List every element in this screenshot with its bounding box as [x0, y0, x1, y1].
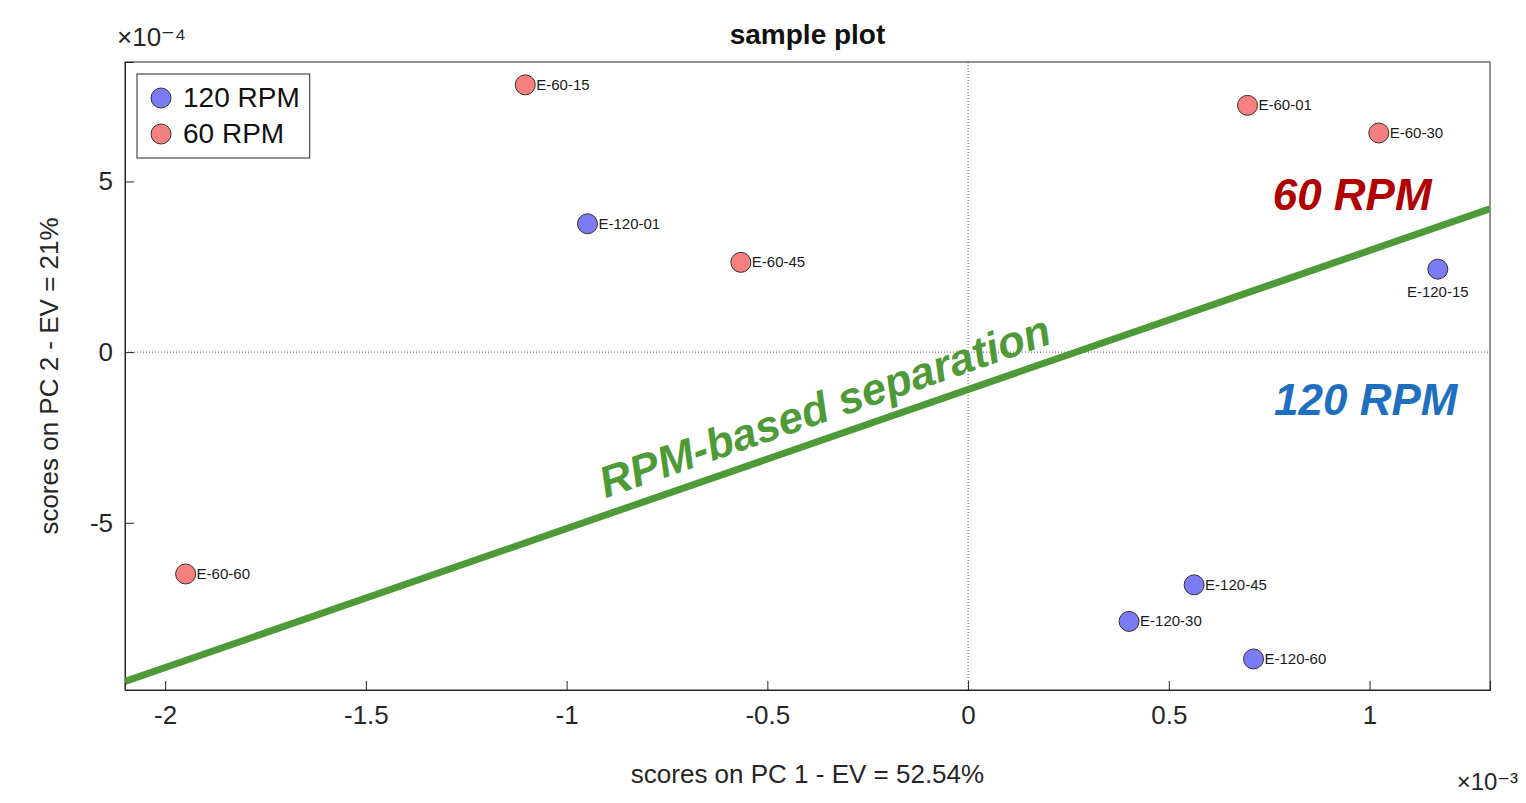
legend-label: 60 RPM	[183, 118, 284, 149]
x-tick: -1	[556, 681, 579, 730]
x-tick-mark	[968, 681, 969, 690]
x-tick-label: 0	[961, 700, 975, 730]
x-tick-label: -1	[556, 700, 579, 730]
y-axis-line	[126, 63, 135, 691]
point-label: E-60-30	[1390, 124, 1443, 141]
point-label: E-120-30	[1140, 612, 1202, 629]
point	[1244, 649, 1264, 669]
x-tick-label: 0.5	[1151, 700, 1187, 730]
annotation: 60 RPM	[1273, 170, 1433, 219]
point	[1238, 95, 1258, 115]
plot-area	[125, 75, 1490, 682]
plot-frame	[125, 62, 1490, 690]
legend-marker	[151, 124, 171, 144]
x-tick-label: -0.5	[745, 700, 790, 730]
x-axis-line	[126, 681, 1491, 691]
x-tick-mark	[165, 681, 166, 690]
x-tick-label: 1	[1363, 700, 1377, 730]
y-tick-label: 5	[99, 166, 113, 196]
annotation: 120 RPM	[1274, 375, 1459, 424]
x-tick: 1	[1363, 681, 1377, 730]
point-label: E-120-60	[1265, 650, 1327, 667]
title: sample plot	[730, 19, 886, 50]
x-tick-mark	[567, 681, 568, 690]
y-tick: 5	[99, 166, 134, 196]
point-label: E-120-15	[1407, 283, 1469, 300]
legend: 120 RPM 60 RPM	[137, 74, 310, 158]
x-exponent: ×10⁻³	[1457, 768, 1518, 795]
x-tick-mark	[366, 681, 367, 690]
plot-background	[125, 62, 1490, 690]
x-tick: 0.5	[1151, 681, 1187, 730]
point	[1184, 575, 1204, 595]
point	[731, 252, 751, 272]
y-tick: -5	[90, 508, 134, 538]
point	[1369, 123, 1389, 143]
x-tick-mark	[1370, 681, 1371, 690]
y-tick-mark	[125, 352, 134, 353]
point-labels: E-120-01 E-120-15 E-120-30 E-120-45 E-120-60…	[197, 76, 1469, 667]
y-axis: -5 0 5	[90, 63, 134, 691]
legend-box	[137, 74, 310, 158]
point-label: E-60-45	[752, 253, 805, 270]
x-tick: 0	[961, 681, 975, 730]
separation-line	[125, 209, 1490, 682]
annotation: RPM-based separation	[592, 305, 1056, 507]
y-exponent: ×10⁻⁴	[117, 22, 186, 52]
point-label: E-60-01	[1259, 96, 1312, 113]
legend-marker	[151, 88, 171, 108]
point-label: E-120-01	[598, 215, 660, 232]
x-tick: -1.5	[344, 681, 389, 730]
x-tick: -0.5	[745, 681, 790, 730]
x-tick-label: -2	[154, 700, 177, 730]
zero-line-y	[125, 352, 1490, 353]
series	[577, 214, 1447, 669]
series	[176, 75, 1389, 584]
x-tick-label: -1.5	[344, 700, 389, 730]
point	[176, 564, 196, 584]
chart: -2-1.5-1-0.500.51-505E-120-01E-120-15E-1…	[0, 0, 1526, 803]
point	[577, 214, 597, 234]
y-tick: 0	[99, 337, 134, 367]
point	[515, 75, 535, 95]
x-tick-mark	[1169, 681, 1170, 690]
point	[1119, 611, 1139, 631]
x-axis-title: scores on PC 1 - EV = 52.54%	[631, 759, 984, 789]
y-tick-mark	[125, 523, 134, 524]
point-label: E-60-15	[536, 76, 589, 93]
y-tick-mark	[125, 181, 134, 182]
y-tick-label: -5	[90, 508, 113, 538]
point-label: E-120-45	[1205, 576, 1267, 593]
legend-label: 120 RPM	[183, 82, 300, 113]
x-tick-mark	[767, 681, 768, 690]
x-tick: -2	[154, 681, 177, 730]
y-axis-title: scores on PC 2 - EV = 21%	[34, 217, 64, 534]
point	[1428, 259, 1448, 279]
y-tick-label: 0	[99, 337, 113, 367]
x-axis: -2 -1.5 -1 -0.5 0 0.5 1	[126, 681, 1491, 730]
point-label: E-60-60	[197, 565, 250, 582]
